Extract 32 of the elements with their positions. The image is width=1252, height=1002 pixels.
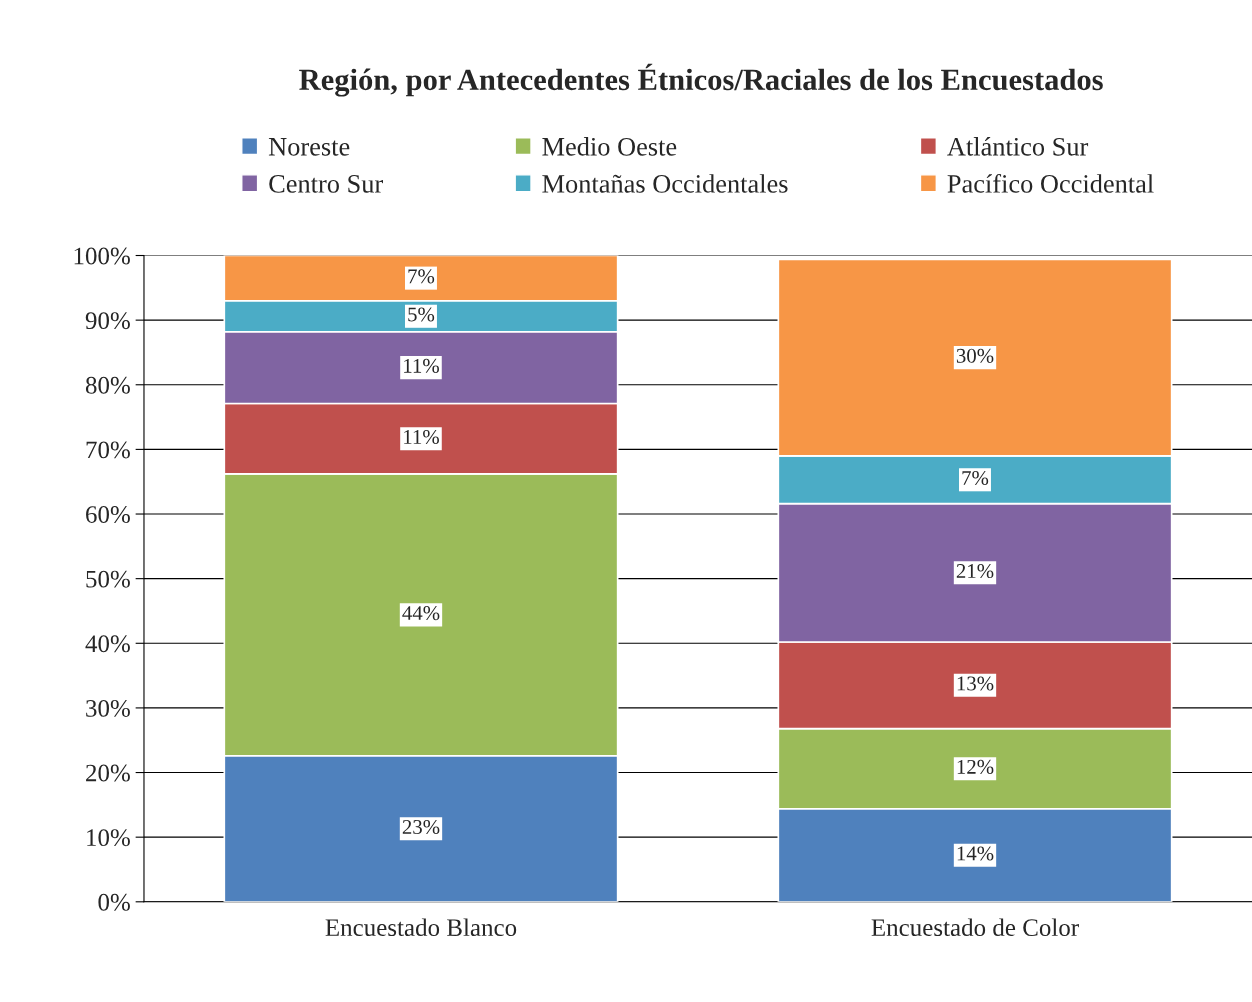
data-label: 21% (956, 563, 994, 579)
legend-label: Medio Oeste (542, 137, 677, 156)
y-tick-label: 40% (85, 635, 130, 653)
legend-label: Montañas Occidentales (542, 174, 788, 193)
y-tick-label: 60% (86, 506, 130, 524)
data-label: 13% (957, 676, 994, 691)
y-tick-label: 0% (98, 893, 130, 911)
y-tick-label: 90% (85, 312, 130, 330)
x-tick-label: Encuestado de Color (871, 918, 1079, 937)
x-tick-label: Encuestado Blanco (325, 918, 517, 937)
data-label: 7% (408, 269, 435, 284)
y-tick-label: 30% (86, 699, 130, 717)
legend-label: Pacífico Occidental (947, 173, 1154, 193)
data-label: 7% (962, 470, 989, 486)
legend-label: Noreste (268, 138, 350, 156)
data-label: 11% (404, 358, 439, 373)
legend-label: Centro Sur (269, 175, 383, 193)
y-tick-label: 70% (86, 441, 130, 459)
legend-label: Atlántico Sur (947, 137, 1089, 156)
y-tick-label: 50% (86, 570, 130, 588)
data-label: 11% (404, 429, 439, 445)
data-label: 12% (957, 759, 994, 774)
y-tick-label: 80% (85, 376, 130, 394)
y-tick-label: 10% (87, 829, 130, 847)
data-label: 23% (402, 819, 440, 835)
data-label: 30% (956, 348, 994, 363)
y-tick-label: 20% (86, 764, 130, 782)
chart-title: Región, por Antecedentes Étnicos/Raciales de los Encuestados (299, 63, 1103, 97)
data-label: 44% (402, 606, 440, 621)
data-label: 14% (957, 846, 994, 861)
y-tick-label: 100% (74, 247, 130, 265)
data-label: 5% (408, 307, 435, 322)
